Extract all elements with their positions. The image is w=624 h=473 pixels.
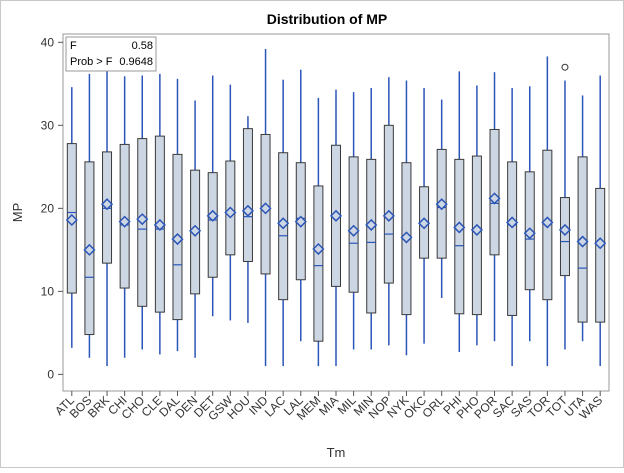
mean-marker	[365, 218, 378, 232]
mean-marker	[118, 215, 131, 228]
mean-marker	[435, 198, 448, 211]
box-group	[83, 73, 96, 358]
box-group	[594, 75, 607, 367]
mean-marker	[259, 202, 272, 215]
y-tick-label: 0	[47, 367, 54, 381]
mean-marker	[153, 218, 166, 232]
box-iqr	[454, 158, 465, 315]
box-group	[153, 73, 166, 355]
box-group	[136, 75, 149, 350]
mean-marker	[277, 217, 290, 230]
mean-marker	[100, 198, 114, 211]
box-iqr	[559, 197, 570, 277]
box-group	[277, 79, 290, 367]
box-group	[224, 84, 237, 321]
mean-marker	[347, 224, 360, 237]
y-tick-label: 10	[41, 284, 55, 298]
box-iqr	[207, 172, 218, 278]
box-group	[558, 63, 572, 350]
stat-p-value: 0.9648	[119, 56, 153, 68]
stat-f-value: 0.58	[132, 40, 153, 52]
box-group	[347, 92, 360, 350]
box-group	[506, 87, 519, 367]
box-group	[312, 97, 325, 367]
mean-marker	[541, 216, 554, 229]
box-iqr	[595, 187, 606, 323]
y-tick-label: 40	[41, 35, 55, 49]
box-group	[189, 100, 202, 358]
mean-marker	[488, 192, 501, 205]
mean-marker	[400, 231, 413, 244]
box-group	[100, 65, 114, 367]
box-group	[418, 87, 431, 344]
mean-marker	[506, 216, 519, 229]
box-iqr	[383, 124, 394, 284]
boxes-layer	[65, 48, 607, 367]
stat-p-label: Prob > F	[70, 56, 113, 68]
box-group	[206, 75, 219, 317]
mean-marker	[312, 242, 325, 256]
mean-marker	[453, 221, 466, 234]
mean-marker	[329, 209, 343, 222]
y-axis: 0 10 20 30 40	[41, 35, 63, 381]
stat-f-label: F	[70, 40, 77, 52]
box-group	[488, 72, 501, 342]
y-tick-label: 30	[41, 118, 55, 132]
box-group	[65, 87, 78, 348]
box-group	[382, 77, 395, 346]
stats-inset-frame	[65, 36, 157, 72]
mean-marker	[136, 213, 149, 226]
box-group	[435, 99, 448, 299]
box-group	[470, 85, 483, 346]
mean-marker	[171, 233, 184, 246]
mean-marker	[241, 204, 254, 217]
mean-marker	[418, 217, 431, 230]
box-group	[329, 89, 343, 367]
mean-marker	[65, 213, 78, 227]
mean-marker	[470, 223, 483, 236]
y-axis-title: MP	[10, 203, 25, 223]
mean-marker	[523, 227, 536, 240]
box-group	[523, 86, 536, 342]
outlier-point	[561, 63, 569, 71]
box-group	[294, 69, 307, 342]
box-group	[453, 71, 466, 352]
box-iqr	[489, 128, 500, 256]
x-axis-title: Tm	[327, 445, 346, 460]
box-group	[400, 80, 413, 356]
mean-marker	[558, 223, 572, 236]
stats-inset: F 0.58 Prob > F 0.9648	[65, 36, 157, 72]
mean-marker	[224, 206, 237, 219]
chart-title: Distribution of MP	[267, 11, 388, 27]
box-iqr	[313, 185, 324, 342]
box-iqr	[242, 128, 253, 262]
mean-marker	[83, 243, 96, 256]
box-group	[171, 78, 184, 352]
box-group	[365, 87, 378, 350]
box-iqr	[348, 156, 359, 293]
box-iqr	[507, 161, 518, 316]
y-tick-label: 20	[41, 201, 55, 215]
mean-marker	[382, 209, 395, 222]
box-group	[118, 76, 131, 358]
mean-marker	[576, 235, 589, 248]
mean-marker	[206, 209, 219, 222]
mean-marker	[189, 224, 202, 237]
box-group	[259, 48, 272, 367]
mean-marker	[294, 215, 307, 228]
box-group	[241, 116, 254, 323]
box-group	[541, 56, 554, 367]
box-iqr	[366, 158, 377, 314]
mean-marker	[594, 237, 607, 250]
box-group	[576, 95, 589, 342]
